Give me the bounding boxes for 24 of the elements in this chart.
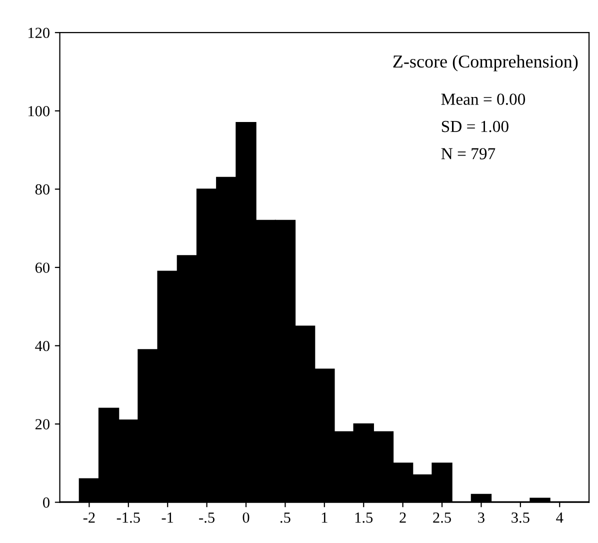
- text: Z-score (Comprehension): [393, 54, 578, 72]
- x-tick-label: 4: [556, 512, 564, 523]
- y-tick-label: 120: [28, 28, 50, 38]
- x-tick-label: 3: [478, 512, 484, 523]
- x-tick-label: 0: [242, 512, 250, 523]
- y-tick-label: 0: [43, 497, 50, 508]
- x-tick-label: 2: [400, 512, 406, 523]
- y-tick-label: 60: [35, 262, 50, 273]
- y-tick-label: 100: [28, 106, 50, 116]
- annotation: Mean = 0.00: [441, 94, 526, 105]
- x-tick-label: -1: [162, 512, 174, 523]
- annotation: N = 797: [441, 148, 496, 160]
- y-tick-label: 40: [35, 340, 50, 352]
- x-tick-label: 1: [322, 512, 328, 523]
- x-tick-label: 1.5: [355, 512, 373, 523]
- x-tick-label: -2: [83, 512, 95, 523]
- x-tick-label: -1.5: [116, 512, 140, 523]
- y-tick-label: 20: [35, 419, 50, 430]
- annotation: SD = 1.00: [442, 120, 508, 132]
- x-tick-label: 3.5: [512, 512, 530, 523]
- y-tick-label: 80: [35, 184, 50, 195]
- x-tick-label: 2.5: [433, 512, 451, 523]
- x-tick-label: -.5: [199, 512, 214, 523]
- x-tick-label: .5: [280, 512, 290, 523]
